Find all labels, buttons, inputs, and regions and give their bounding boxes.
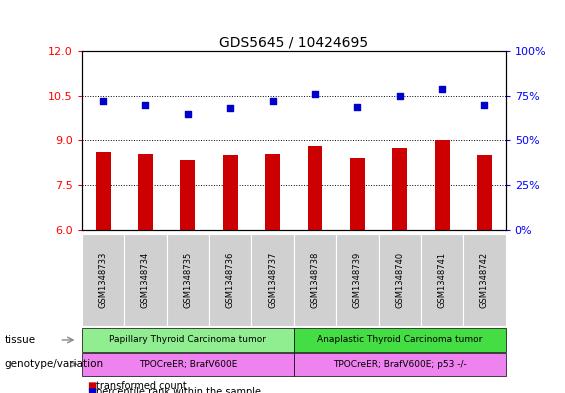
Text: ■: ■ [88, 387, 97, 393]
Point [353, 103, 362, 110]
Bar [265, 154, 280, 230]
Point [226, 105, 235, 112]
Point [141, 101, 150, 108]
Bar [180, 160, 195, 230]
Point [437, 86, 446, 92]
Text: GSM1348742: GSM1348742 [480, 252, 489, 308]
Bar [477, 155, 492, 230]
Title: GDS5645 / 10424695: GDS5645 / 10424695 [219, 36, 368, 50]
Text: GSM1348738: GSM1348738 [311, 252, 319, 308]
Bar [95, 152, 111, 230]
Text: Anaplastic Thyroid Carcinoma tumor: Anaplastic Thyroid Carcinoma tumor [317, 336, 483, 344]
Text: transformed count: transformed count [96, 381, 187, 391]
Text: GSM1348740: GSM1348740 [396, 252, 404, 308]
Text: GSM1348737: GSM1348737 [268, 252, 277, 308]
Text: GSM1348736: GSM1348736 [226, 252, 234, 308]
Bar [138, 154, 153, 230]
Text: GSM1348733: GSM1348733 [99, 252, 107, 308]
Bar [307, 147, 323, 230]
Text: ■: ■ [88, 381, 97, 391]
Point [480, 101, 489, 108]
Text: Papillary Thyroid Carcinoma tumor: Papillary Thyroid Carcinoma tumor [110, 336, 266, 344]
Text: TPOCreER; BrafV600E: TPOCreER; BrafV600E [138, 360, 237, 369]
Point [311, 91, 320, 97]
Point [183, 110, 192, 117]
Text: tissue: tissue [5, 335, 36, 345]
Text: GSM1348739: GSM1348739 [353, 252, 362, 308]
Text: GSM1348741: GSM1348741 [438, 252, 446, 308]
Point [268, 98, 277, 104]
Bar [434, 140, 450, 230]
Text: TPOCreER; BrafV600E; p53 -/-: TPOCreER; BrafV600E; p53 -/- [333, 360, 467, 369]
Bar [223, 155, 238, 230]
Text: GSM1348735: GSM1348735 [184, 252, 192, 308]
Point [98, 98, 107, 104]
Text: percentile rank within the sample: percentile rank within the sample [96, 387, 261, 393]
Point [396, 93, 405, 99]
Bar [350, 158, 365, 230]
Text: GSM1348734: GSM1348734 [141, 252, 150, 308]
Bar [392, 148, 407, 230]
Text: genotype/variation: genotype/variation [5, 359, 103, 369]
